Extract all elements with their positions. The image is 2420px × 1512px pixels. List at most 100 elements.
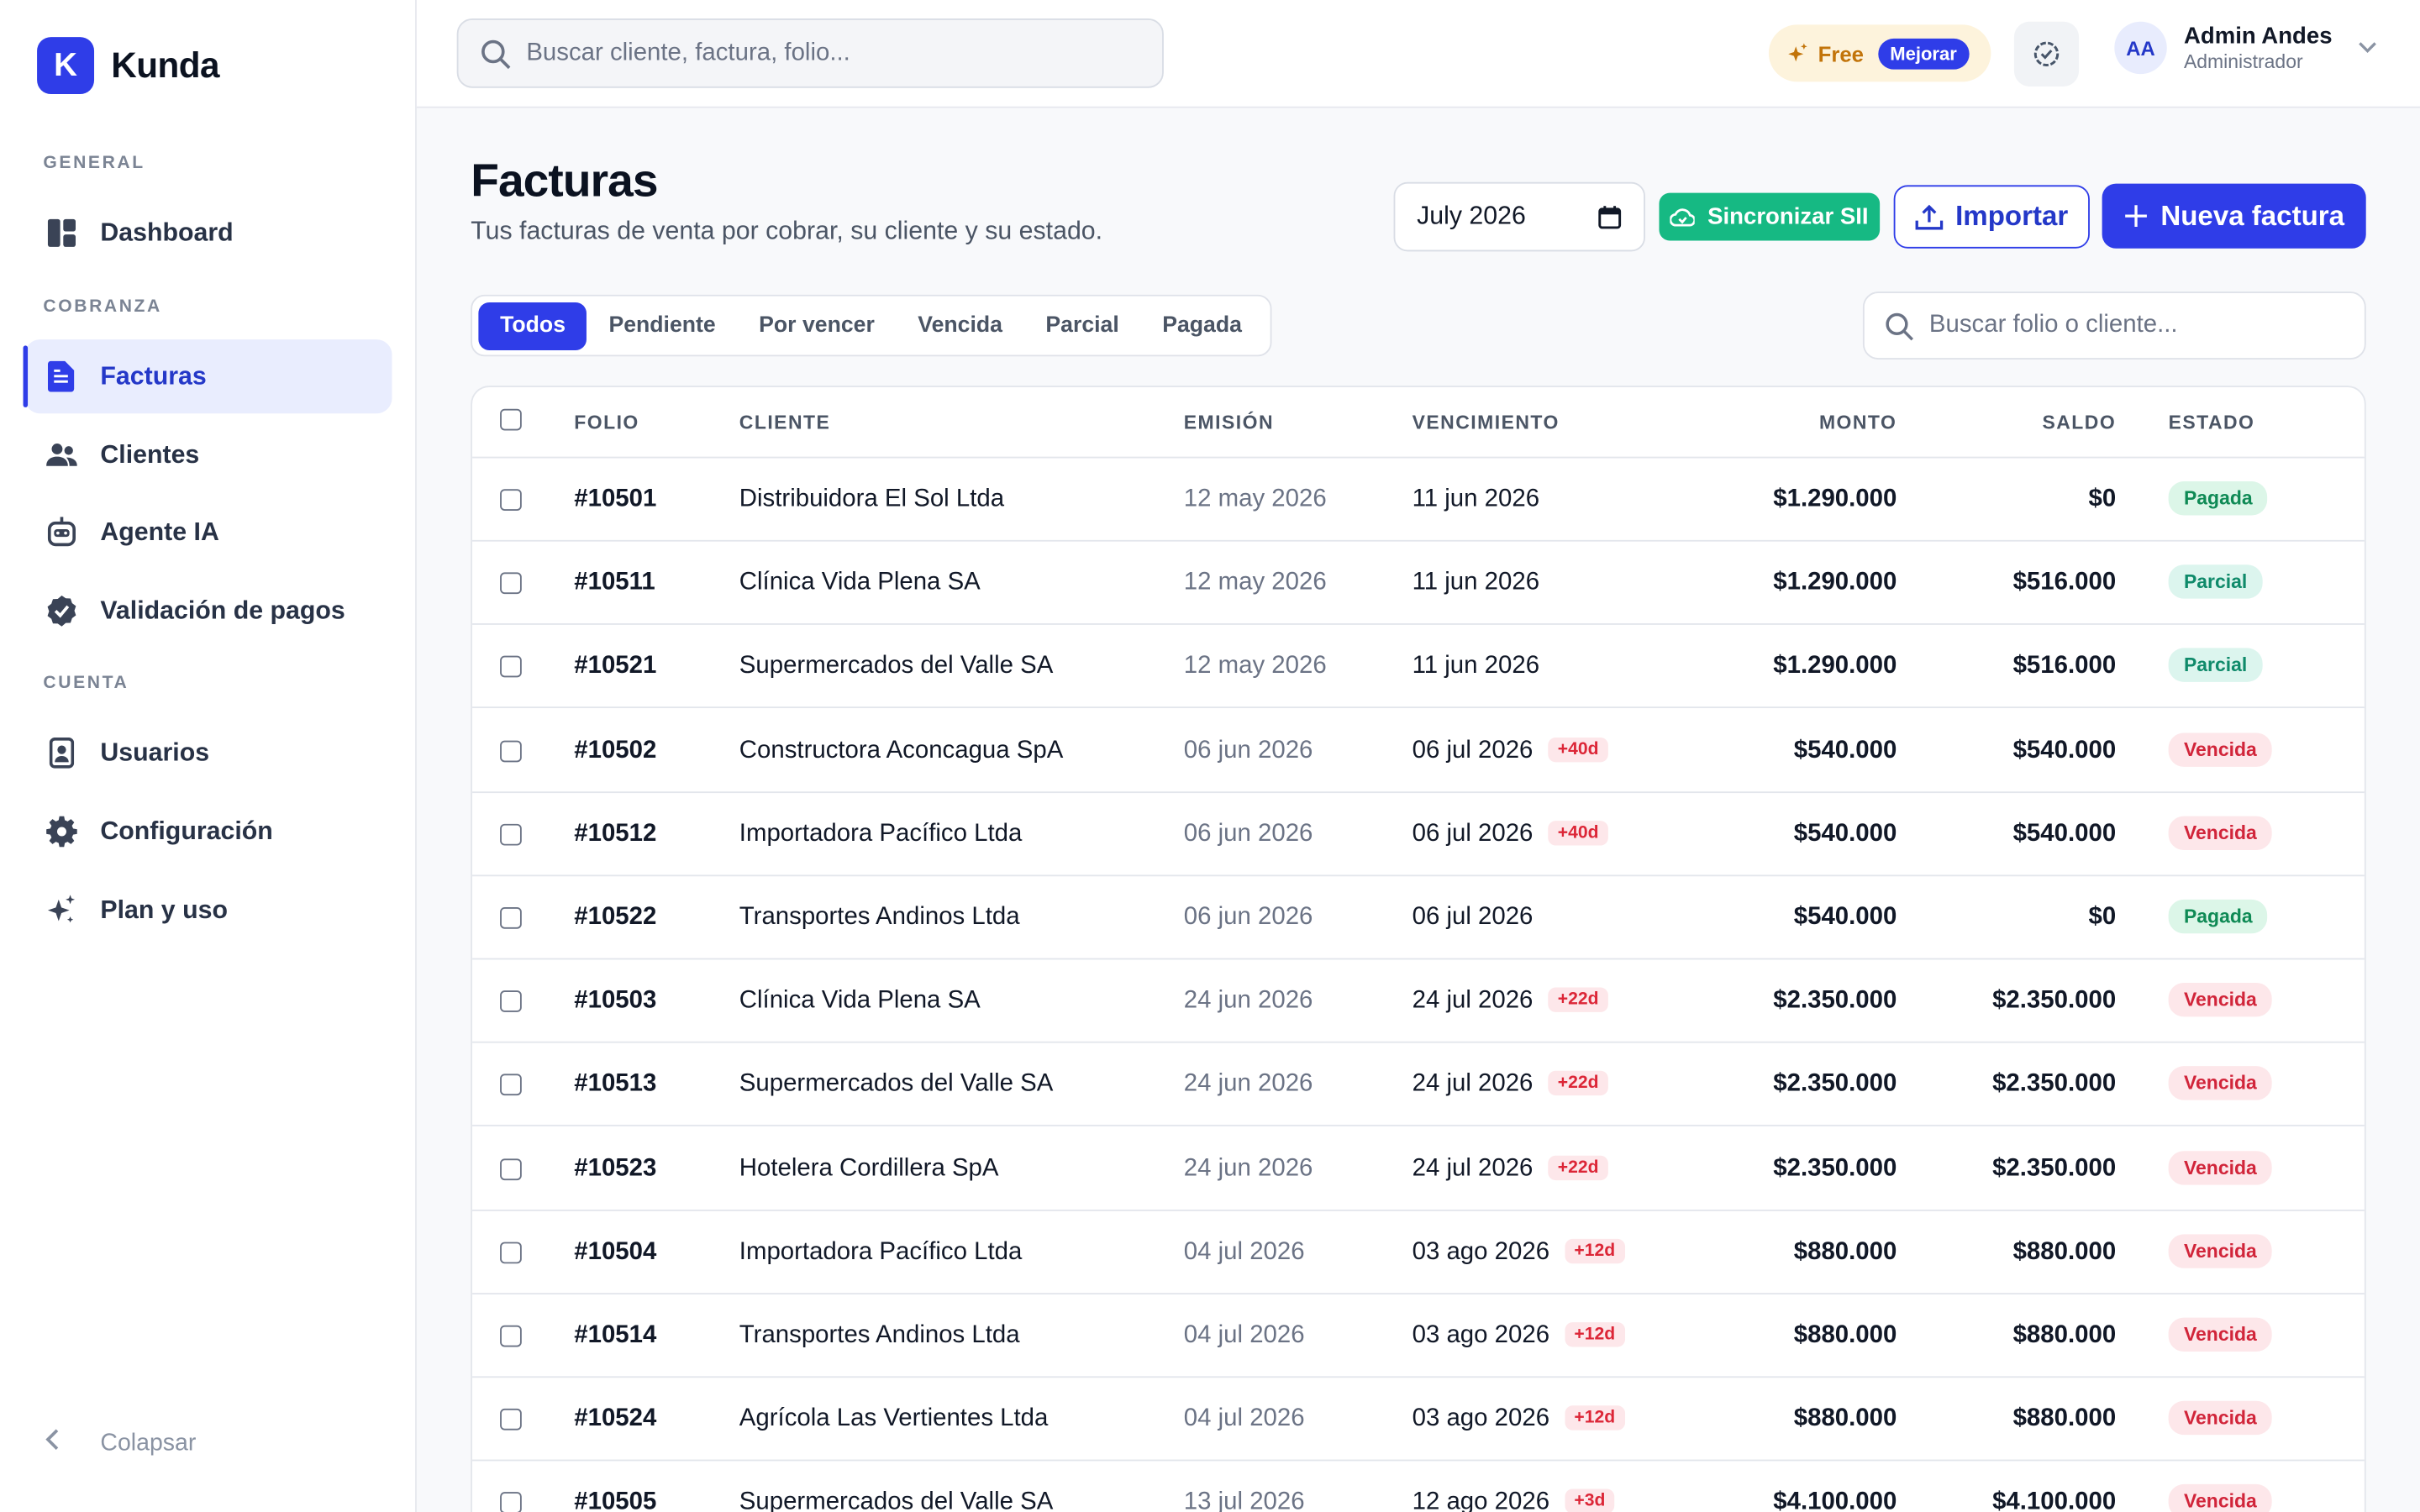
plan-name: Free: [1818, 40, 1864, 66]
month-picker[interactable]: July 2026: [1393, 181, 1645, 252]
row-checkbox[interactable]: [500, 990, 522, 1013]
sync-sii-label: Sincronizar SII: [1707, 203, 1869, 230]
table-row[interactable]: #10502 Constructora Aconcagua SpA 06 jun 2…: [472, 709, 2365, 793]
folio-link[interactable]: #10501: [574, 486, 657, 512]
row-checkbox[interactable]: [500, 656, 522, 679]
tab-parcial[interactable]: Parcial: [1045, 312, 1119, 339]
sidebar-item-usuarios[interactable]: Usuarios: [24, 716, 392, 790]
client-name[interactable]: Supermercados del Valle SA: [739, 1071, 1054, 1098]
table-row[interactable]: #10513 Supermercados del Valle SA 24 jun 2…: [472, 1043, 2365, 1127]
sidebar-item-dashboard[interactable]: Dashboard: [24, 196, 392, 270]
sidebar-item-clientes[interactable]: Clientes: [24, 418, 392, 492]
folio-link[interactable]: #10502: [574, 737, 657, 764]
table-row[interactable]: #10521 Supermercados del Valle SA 12 may 2…: [472, 626, 2365, 709]
import-button[interactable]: Importar: [1893, 185, 2090, 249]
global-search-input[interactable]: [526, 39, 1113, 67]
invoice-search[interactable]: [1862, 291, 2366, 360]
sidebar-item-configuracion[interactable]: Configuración: [24, 795, 392, 869]
client-name[interactable]: Supermercados del Valle SA: [739, 653, 1054, 680]
col-folio[interactable]: FOLIO: [574, 412, 639, 434]
folio-link[interactable]: #10514: [574, 1322, 657, 1349]
col-saldo[interactable]: SALDO: [2042, 412, 2117, 434]
sync-sii-button[interactable]: Sincronizar SII: [1659, 192, 1881, 241]
invoice-search-input[interactable]: [1928, 312, 2331, 340]
table-row[interactable]: #10503 Clínica Vida Plena SA 24 jun 2026 24…: [472, 960, 2365, 1043]
global-search[interactable]: [456, 18, 1164, 88]
client-name[interactable]: Clínica Vida Plena SA: [739, 987, 981, 1015]
overdue-badge: +3d: [1565, 1489, 1615, 1512]
row-checkbox[interactable]: [500, 823, 522, 846]
row-checkbox[interactable]: [500, 1492, 522, 1512]
sidebar-item-validacion[interactable]: Validación de pagos: [24, 574, 392, 648]
folio-link[interactable]: #10511: [574, 570, 655, 596]
brand[interactable]: K Kunda: [37, 37, 219, 95]
row-checkbox[interactable]: [500, 906, 522, 929]
table-header: FOLIO CLIENTE EMISIÓN VENCIMIENTO MONTO …: [472, 387, 2365, 459]
col-monto[interactable]: MONTO: [1818, 412, 1897, 434]
user-menu[interactable]: AA Admin Andes Administrador: [2114, 21, 2378, 75]
client-name[interactable]: Importadora Pacífico Ltda: [739, 820, 1023, 847]
tab-pendiente[interactable]: Pendiente: [608, 312, 716, 339]
row-checkbox[interactable]: [500, 1242, 522, 1263]
sidebar-item-agente-ia[interactable]: Agente IA: [24, 496, 392, 570]
client-name[interactable]: Distribuidora El Sol Ltda: [739, 486, 1005, 512]
plan-pill[interactable]: Free Mejorar: [1768, 24, 1991, 82]
status-badge: Parcial: [2168, 564, 2263, 599]
table-row[interactable]: #10523 Hotelera Cordillera SpA 24 jun 2026…: [472, 1127, 2365, 1211]
new-invoice-button[interactable]: Nueva factura: [2102, 183, 2366, 249]
due-date: 06 jul 2026: [1412, 737, 1534, 764]
client-name[interactable]: Clínica Vida Plena SA: [739, 570, 981, 596]
table-row[interactable]: #10505 Supermercados del Valle SA 13 jul 2…: [472, 1462, 2365, 1512]
row-checkbox[interactable]: [500, 572, 522, 595]
folio-link[interactable]: #10512: [574, 820, 657, 847]
client-name[interactable]: Transportes Andinos Ltda: [739, 904, 1020, 931]
check-circle-icon: [2033, 41, 2060, 66]
row-checkbox[interactable]: [500, 1158, 522, 1180]
table-row[interactable]: #10512 Importadora Pacífico Ltda 06 jun 20…: [472, 793, 2365, 876]
tab-vencida[interactable]: Vencida: [918, 312, 1002, 339]
topbar: Free Mejorar AA Admin Andes Administrado…: [416, 0, 2420, 108]
col-cliente[interactable]: CLIENTE: [739, 412, 831, 434]
folio-link[interactable]: #10521: [574, 653, 657, 680]
client-name[interactable]: Hotelera Cordillera SpA: [739, 1154, 999, 1182]
table-row[interactable]: #10501 Distribuidora El Sol Ltda 12 may 20…: [472, 459, 2365, 542]
table-row[interactable]: #10504 Importadora Pacífico Ltda 04 jul 20…: [472, 1210, 2365, 1294]
client-name[interactable]: Constructora Aconcagua SpA: [739, 737, 1064, 764]
sidebar-item-label: Configuración: [100, 816, 273, 845]
collapse-sidebar-button[interactable]: Colapsar: [43, 1427, 196, 1460]
client-name[interactable]: Supermercados del Valle SA: [739, 1489, 1054, 1512]
upgrade-button[interactable]: Mejorar: [1877, 37, 1970, 69]
sidebar-item-plan-uso[interactable]: Plan y uso: [24, 874, 392, 948]
col-vencimiento[interactable]: VENCIMIENTO: [1412, 412, 1560, 434]
tab-pagada[interactable]: Pagada: [1162, 312, 1242, 339]
sidebar-item-facturas[interactable]: Facturas: [23, 339, 392, 414]
select-all-checkbox[interactable]: [500, 408, 522, 431]
status-check-button[interactable]: [2013, 21, 2080, 87]
sidebar-item-label: Facturas: [100, 361, 207, 390]
table-row[interactable]: #10511 Clínica Vida Plena SA 12 may 2026 11…: [472, 542, 2365, 626]
folio-link[interactable]: #10504: [574, 1238, 657, 1265]
row-checkbox[interactable]: [500, 1074, 522, 1096]
tab-todos[interactable]: Todos: [478, 302, 587, 350]
table-row[interactable]: #10524 Agrícola Las Vertientes Ltda 04 jul…: [472, 1378, 2365, 1462]
table-row[interactable]: #10514 Transportes Andinos Ltda 04 jul 202…: [472, 1294, 2365, 1378]
row-checkbox[interactable]: [500, 1325, 522, 1347]
client-name[interactable]: Transportes Andinos Ltda: [739, 1322, 1020, 1349]
col-estado[interactable]: ESTADO: [2168, 412, 2255, 434]
client-name[interactable]: Importadora Pacífico Ltda: [739, 1238, 1023, 1265]
col-emision[interactable]: EMISIÓN: [1183, 412, 1275, 434]
table-row[interactable]: #10522 Transportes Andinos Ltda 06 jun 202…: [472, 876, 2365, 960]
folio-link[interactable]: #10522: [574, 904, 657, 931]
due-date: 11 jun 2026: [1412, 570, 1540, 596]
folio-link[interactable]: #10503: [574, 987, 657, 1015]
folio-link[interactable]: #10505: [574, 1489, 657, 1512]
folio-link[interactable]: #10523: [574, 1154, 657, 1182]
folio-link[interactable]: #10524: [574, 1405, 657, 1432]
folio-link[interactable]: #10513: [574, 1071, 657, 1098]
client-name[interactable]: Agrícola Las Vertientes Ltda: [739, 1405, 1049, 1432]
row-checkbox[interactable]: [500, 739, 522, 762]
row-checkbox[interactable]: [500, 1409, 522, 1431]
tab-por-vencer[interactable]: Por vencer: [759, 312, 875, 339]
row-checkbox[interactable]: [500, 489, 522, 511]
overdue-badge: +40d: [1548, 820, 1608, 846]
